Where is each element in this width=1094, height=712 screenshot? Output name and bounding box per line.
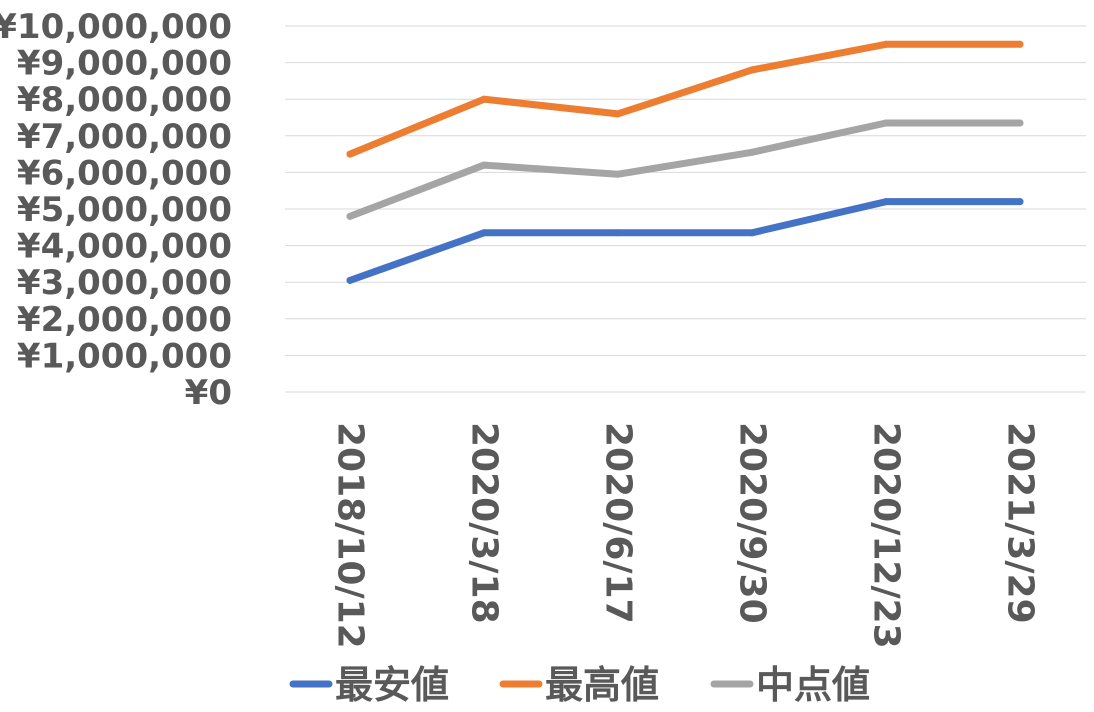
data-point (882, 119, 890, 127)
data-point (346, 276, 354, 284)
plot-area (346, 40, 1024, 284)
y-tick-label: ¥6,000,000 (17, 153, 232, 193)
x-tick-label: 2020/3/18 (464, 422, 505, 624)
data-point (882, 198, 890, 206)
data-point (1016, 40, 1024, 48)
y-axis: ¥0¥1,000,000¥2,000,000¥3,000,000¥4,000,0… (0, 7, 232, 413)
x-tick-label: 2018/10/12 (330, 422, 371, 649)
gridlines (285, 25, 1086, 393)
data-point (614, 170, 622, 178)
data-point (882, 40, 890, 48)
series-line-1 (346, 198, 1024, 284)
y-tick-label: ¥0 (185, 373, 232, 413)
data-point (346, 212, 354, 220)
series-line-3 (346, 119, 1024, 220)
data-point (480, 229, 488, 237)
y-tick-label: ¥3,000,000 (17, 263, 232, 303)
x-axis: 2018/10/12 2020/3/18 2020/6/17 2020/9/30 202… (330, 422, 1041, 649)
legend-label: 最高値 (545, 663, 659, 707)
data-point (748, 148, 756, 156)
series-line-2 (346, 40, 1024, 158)
y-tick-label: ¥9,000,000 (17, 44, 232, 84)
data-point (614, 110, 622, 118)
y-tick-label: ¥5,000,000 (17, 190, 232, 230)
legend: 最安値 最高値 中点値 (289, 663, 870, 707)
y-tick-label: ¥7,000,000 (17, 117, 232, 157)
legend-label: 中点値 (756, 663, 870, 707)
y-tick-label: ¥1,000,000 (17, 336, 232, 376)
x-tick-label: 2021/3/29 (1000, 422, 1041, 624)
data-point (748, 66, 756, 74)
data-point (1016, 198, 1024, 206)
y-tick-label: ¥8,000,000 (17, 80, 232, 120)
y-tick-label: ¥10,000,000 (0, 7, 232, 47)
data-point (346, 150, 354, 158)
x-tick-label: 2020/6/17 (598, 422, 639, 624)
data-point (480, 161, 488, 169)
y-tick-label: ¥4,000,000 (17, 227, 232, 267)
x-tick-label: 2020/12/23 (866, 422, 907, 649)
y-tick-label: ¥2,000,000 (17, 300, 232, 340)
data-point (614, 229, 622, 237)
x-tick-label: 2020/9/30 (732, 422, 773, 624)
data-point (748, 229, 756, 237)
data-point (480, 95, 488, 103)
data-point (1016, 119, 1024, 127)
legend-label: 最安値 (335, 663, 449, 707)
